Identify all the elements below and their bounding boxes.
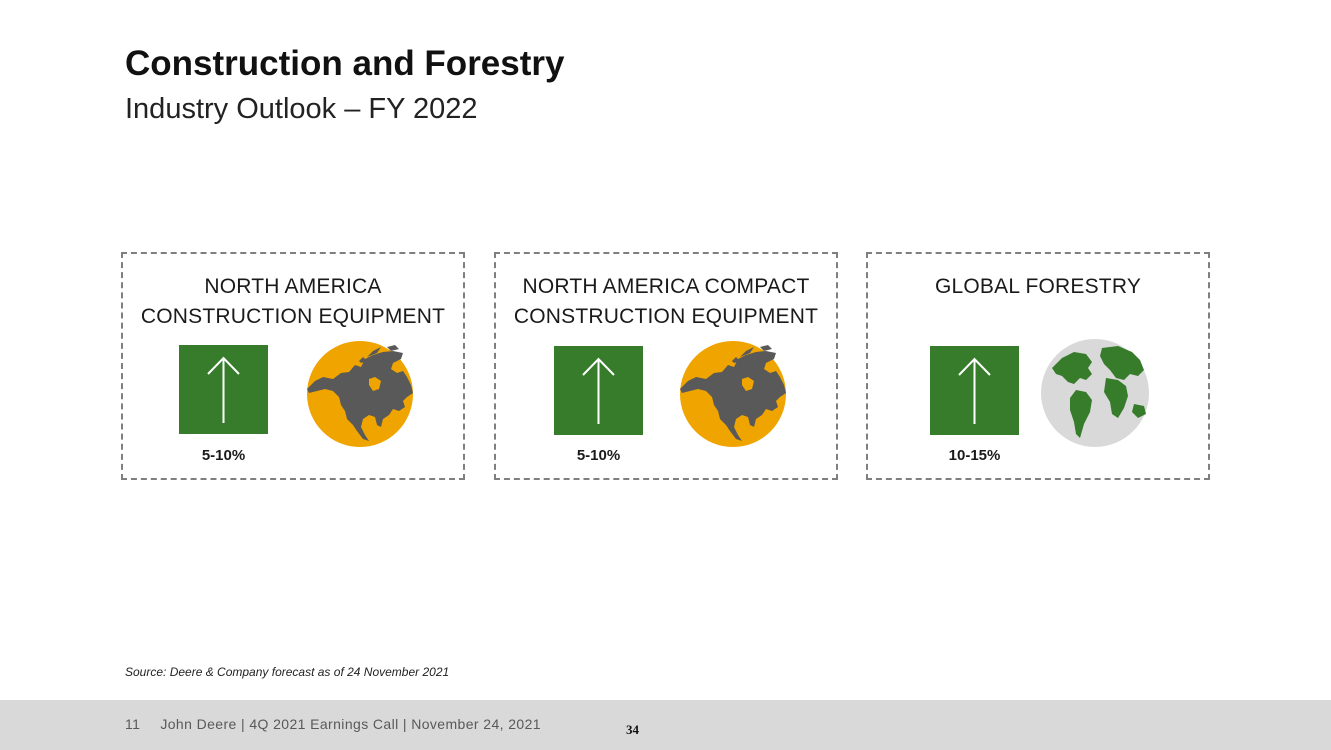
north-america-map-icon (303, 339, 413, 449)
outlook-value: 10-15% (948, 447, 1001, 464)
globe-icon (1040, 338, 1150, 448)
outlook-value: 5-10% (201, 447, 246, 464)
source-note: Source: Deere & Company forecast as of 2… (125, 665, 450, 679)
outlook-card-global-forestry: GLOBAL FORESTRY 10-15% (866, 252, 1210, 480)
outlook-value: 5-10% (576, 447, 621, 464)
card-title: NORTH AMERICA CONSTRUCTION EQUIPMENT (140, 275, 446, 328)
up-arrow-icon (179, 345, 268, 434)
outlook-card-na-compact-construction: NORTH AMERICA COMPACT CONSTRUCTION EQUIP… (494, 252, 838, 480)
slide-number: 11 (125, 716, 141, 732)
up-arrow-icon (930, 346, 1019, 435)
card-title: GLOBAL FORESTRY (934, 275, 1142, 298)
page-number: 34 (626, 722, 639, 737)
card-title: NORTH AMERICA COMPACT CONSTRUCTION EQUIP… (513, 275, 819, 328)
north-america-map-icon (676, 339, 786, 449)
slide-subtitle: Industry Outlook – FY 2022 (125, 93, 478, 125)
footer-bar: 11 John Deere | 4Q 2021 Earnings Call | N… (0, 700, 1331, 750)
outlook-card-na-construction: NORTH AMERICA CONSTRUCTION EQUIPMENT 5-1… (121, 252, 465, 480)
up-arrow-icon (554, 346, 643, 435)
footer-caption: John Deere | 4Q 2021 Earnings Call | Nov… (160, 716, 541, 732)
footer-text: 11 John Deere | 4Q 2021 Earnings Call | N… (125, 716, 541, 732)
slide-title: Construction and Forestry (125, 44, 565, 83)
